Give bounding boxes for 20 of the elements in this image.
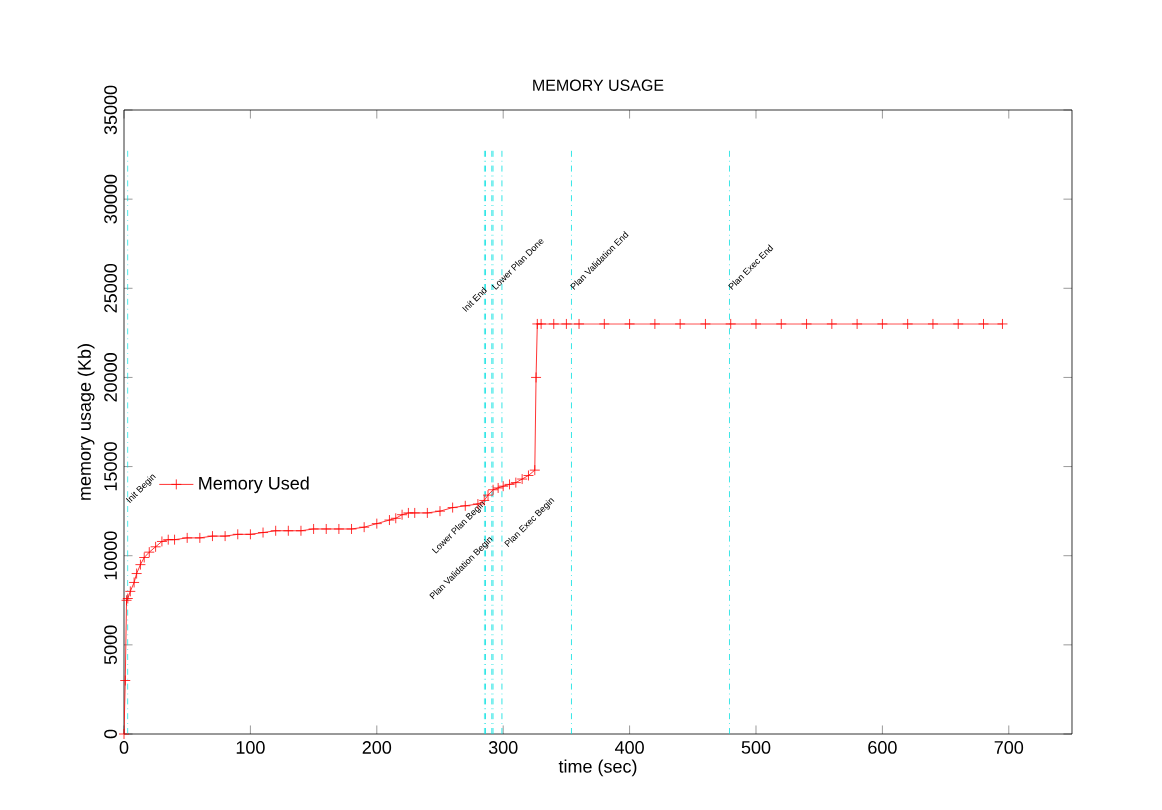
y-axis-title: memory usage (Kb)	[77, 344, 95, 500]
y-tick-label: 35000	[104, 85, 117, 135]
x-tick-label: 0	[119, 741, 129, 754]
x-axis-title: time (sec)	[558, 759, 637, 777]
y-tick-label: 10000	[104, 531, 117, 580]
legend-label: Memory Used	[199, 476, 309, 494]
x-tick-label: 100	[236, 741, 265, 754]
x-tick-label: 500	[741, 741, 771, 754]
chart-title: MEMORY USAGE	[533, 79, 664, 91]
y-tick-label: 20000	[104, 353, 117, 402]
y-tick-label: 15000	[104, 442, 117, 491]
x-tick-label: 200	[362, 741, 392, 754]
y-tick-label: 30000	[104, 174, 117, 224]
y-tick-label: 0	[104, 729, 117, 739]
y-tick-label: 5000	[104, 625, 117, 665]
x-tick-label: 700	[994, 741, 1024, 754]
x-tick-label: 400	[614, 741, 644, 754]
x-tick-label: 600	[868, 741, 897, 754]
y-tick-label: 25000	[104, 263, 117, 313]
x-tick-label: 300	[488, 741, 518, 754]
